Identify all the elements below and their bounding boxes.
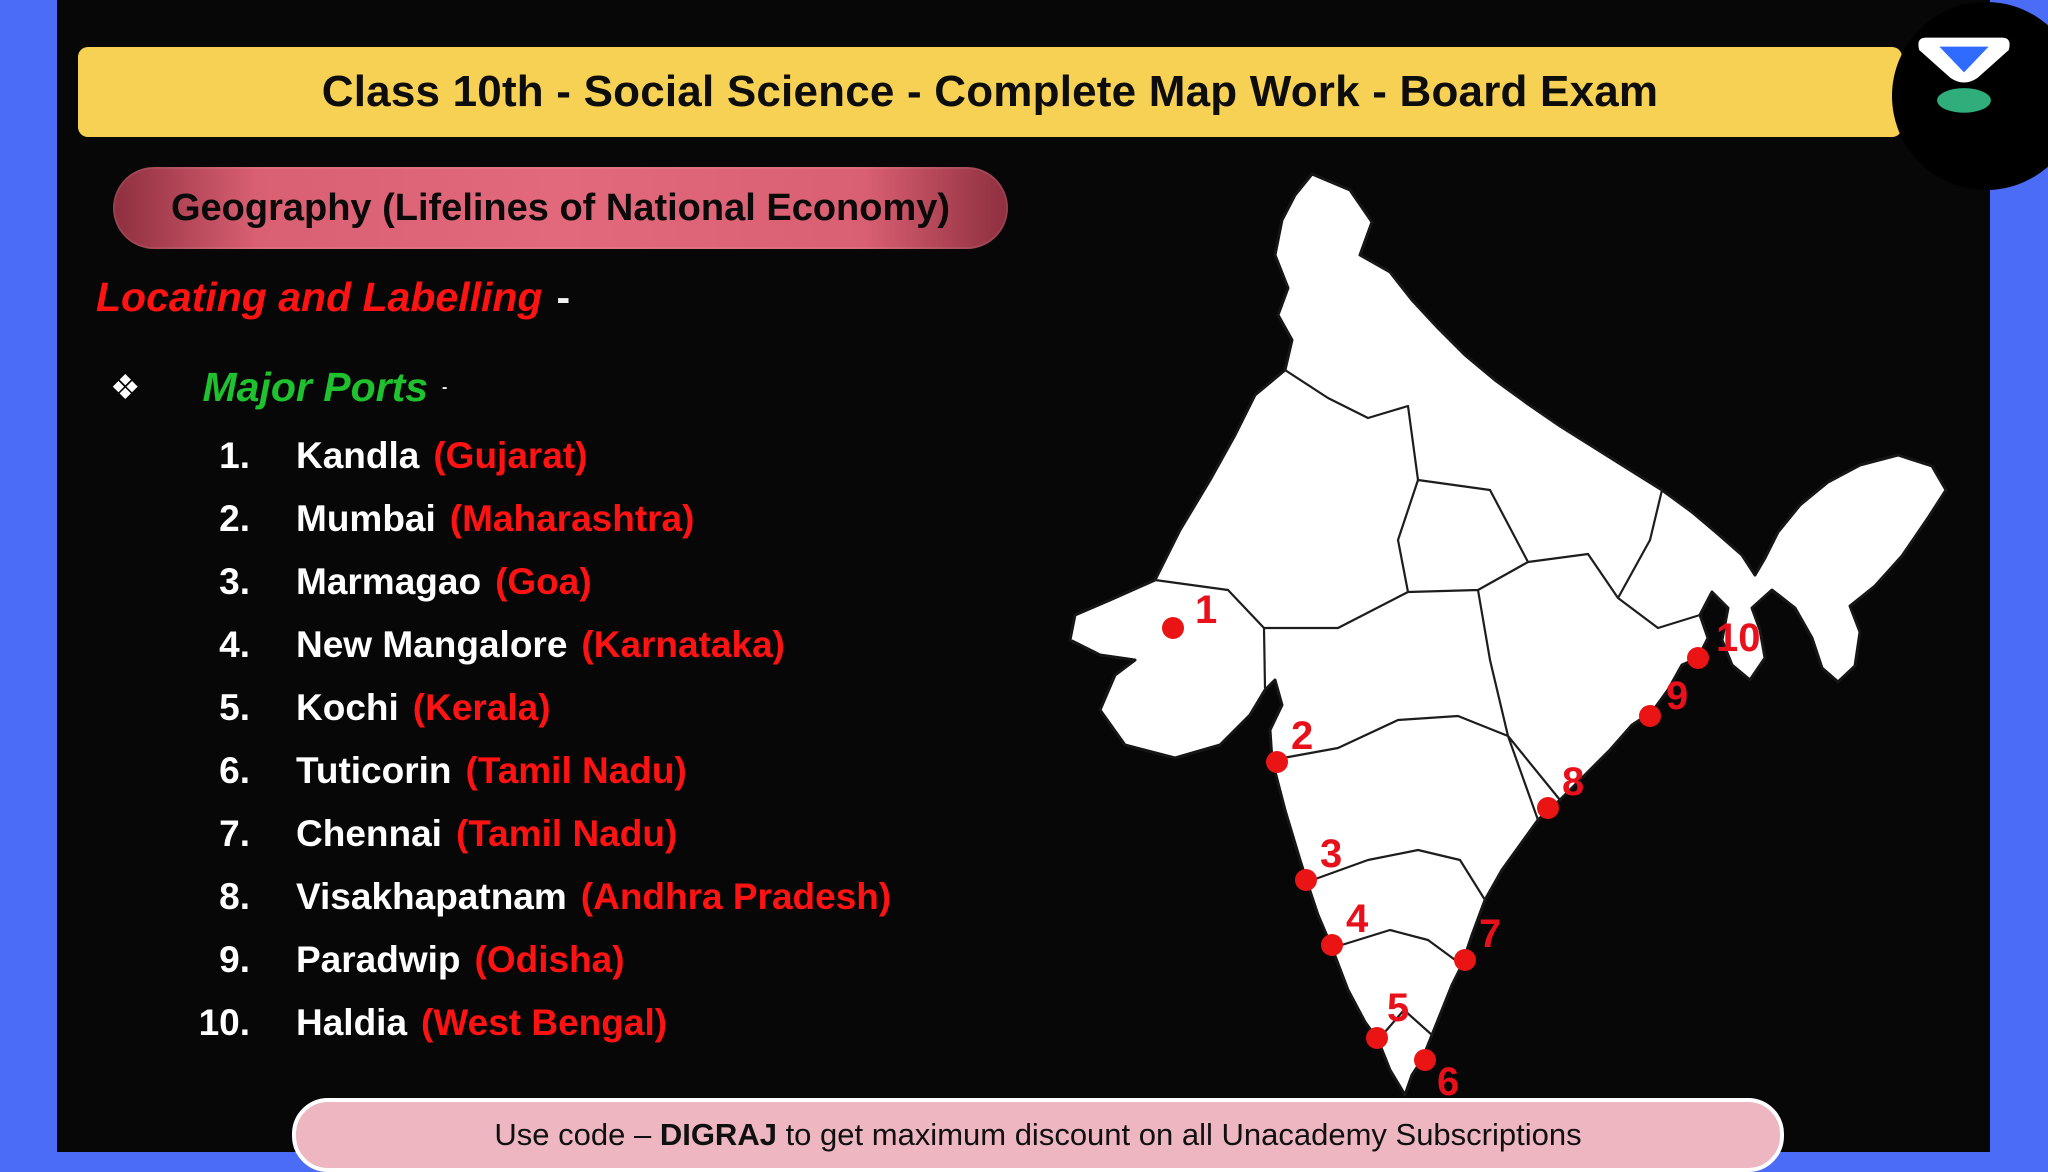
port-dot-icon <box>1454 949 1476 971</box>
port-number: 8. <box>219 875 250 917</box>
map-marker-label: 6 <box>1437 1060 1460 1104</box>
map-marker-label: 10 <box>1716 616 1761 660</box>
map-marker-label: 7 <box>1479 912 1502 956</box>
port-dot-icon <box>1266 751 1288 773</box>
port-number: 10. <box>198 1001 250 1043</box>
port-list-item: 8. Visakhapatnam (Andhra Pradesh) <box>92 865 891 928</box>
port-state: (Tamil Nadu) <box>455 812 678 854</box>
port-list-item: 6. Tuticorin (Tamil Nadu) <box>92 739 891 802</box>
map-marker-label: 3 <box>1320 832 1343 876</box>
port-list-item: 1. Kandla (Gujarat) <box>92 424 891 487</box>
port-name: Tuticorin <box>296 749 452 791</box>
subsection-heading: ❖ Major Ports - <box>96 354 946 460</box>
port-number: 3. <box>219 560 250 602</box>
section-dash: - <box>556 274 571 320</box>
port-name: Visakhapatnam <box>296 875 567 917</box>
port-number: 4. <box>219 623 250 665</box>
port-name: Paradwip <box>296 938 461 980</box>
map-marker-label: 9 <box>1666 674 1689 718</box>
port-list-item: 4. New Mangalore (Karnataka) <box>92 613 891 676</box>
port-state: (Gujarat) <box>433 434 588 476</box>
port-state: (Karnataka) <box>581 623 785 665</box>
port-dot-icon <box>1162 617 1184 639</box>
port-name: New Mangalore <box>296 623 568 665</box>
ports-list: 1. Kandla (Gujarat) 2. Mumbai (Maharashtra) … <box>92 424 892 1054</box>
header-banner: Class 10th - Social Science - Complete M… <box>78 47 1902 137</box>
port-name: Haldia <box>296 1001 408 1043</box>
port-state: (Andhra Pradesh) <box>580 875 892 917</box>
map-marker-label: 8 <box>1562 760 1585 804</box>
port-number: 2. <box>219 497 250 539</box>
port-name: Kandla <box>296 434 420 476</box>
hourglass-logo-icon <box>1918 37 2010 113</box>
port-list-item: 2. Mumbai (Maharashtra) <box>92 487 891 550</box>
unacademy-logo <box>1892 2 2048 190</box>
port-number: 5. <box>219 686 250 728</box>
promo-prefix: Use code – <box>494 1117 660 1152</box>
promo-banner: Use code – DIGRAJ to get maximum discoun… <box>292 1098 1784 1172</box>
port-state: (Kerala) <box>412 686 551 728</box>
port-number: 6. <box>219 749 250 791</box>
topic-pill: Geography (Lifelines of National Economy… <box>113 167 1008 249</box>
promo-suffix: to get maximum discount on all Unacademy… <box>776 1117 1582 1152</box>
port-number: 9. <box>219 938 250 980</box>
promo-code: DIGRAJ <box>659 1117 777 1152</box>
map-marker-label: 2 <box>1291 714 1314 758</box>
port-dot-icon <box>1414 1049 1436 1071</box>
subsection-dash: - <box>442 378 448 396</box>
diamond-bullet-icon: ❖ <box>110 368 141 407</box>
port-list-item: 9. Paradwip (Odisha) <box>92 928 891 991</box>
port-name: Chennai <box>296 812 442 854</box>
subsection-heading-text: Major Ports <box>202 364 429 410</box>
port-name: Mumbai <box>296 497 436 539</box>
port-list-item: 5. Kochi (Kerala) <box>92 676 891 739</box>
port-dot-icon <box>1687 647 1709 669</box>
port-state: (Tamil Nadu) <box>465 749 687 791</box>
port-number: 7. <box>219 812 250 854</box>
page-title: Class 10th - Social Science - Complete M… <box>321 67 1659 116</box>
port-list-item: 10. Haldia (West Bengal) <box>92 991 891 1054</box>
port-name: Marmagao <box>296 560 482 602</box>
map-marker-label: 1 <box>1195 588 1218 632</box>
port-number: 1. <box>219 434 250 476</box>
port-name: Kochi <box>296 686 399 728</box>
section-heading-text: Locating and Labelling <box>96 274 543 320</box>
port-dot-icon <box>1366 1027 1388 1049</box>
map-marker-label: 5 <box>1387 986 1410 1030</box>
section-heading: Locating and Labelling - <box>96 274 570 321</box>
port-list-item: 3. Marmagao (Goa) <box>92 550 891 613</box>
india-map: 1 2 3 4 5 6 7 8 9 10 <box>1060 160 1980 1110</box>
topic-label: Geography (Lifelines of National Economy… <box>170 186 951 229</box>
india-outline-map <box>1068 172 1948 1097</box>
map-marker-label: 4 <box>1346 897 1369 941</box>
port-dot-icon <box>1639 705 1661 727</box>
port-state: (Maharashtra) <box>449 497 695 539</box>
port-state: (Odisha) <box>474 938 625 980</box>
port-dot-icon <box>1537 797 1559 819</box>
port-dot-icon <box>1321 934 1343 956</box>
port-dot-icon <box>1295 869 1317 891</box>
port-state: (Goa) <box>495 560 592 602</box>
port-state: (West Bengal) <box>421 1001 668 1043</box>
port-list-item: 7. Chennai (Tamil Nadu) <box>92 802 891 865</box>
